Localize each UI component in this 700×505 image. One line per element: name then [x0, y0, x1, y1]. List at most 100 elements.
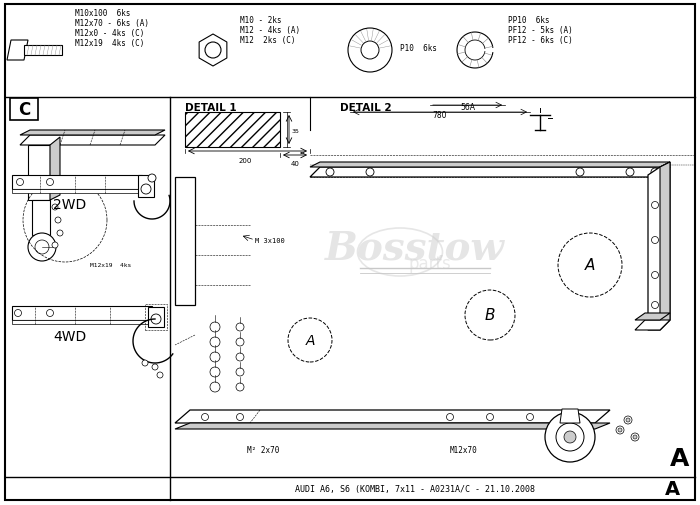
Text: M12x70 - 6ks (A): M12x70 - 6ks (A)	[75, 19, 149, 28]
Circle shape	[236, 323, 244, 331]
Circle shape	[210, 382, 220, 392]
Circle shape	[652, 272, 659, 279]
Polygon shape	[175, 410, 610, 423]
Text: M12  2ks (C): M12 2ks (C)	[240, 36, 295, 45]
Text: M12 - 4ks (A): M12 - 4ks (A)	[240, 26, 300, 35]
Text: 4WD: 4WD	[53, 329, 87, 343]
Circle shape	[141, 185, 151, 194]
Polygon shape	[635, 320, 670, 330]
Text: PF12 - 5ks (A): PF12 - 5ks (A)	[508, 26, 573, 35]
Text: M10x100  6ks: M10x100 6ks	[75, 9, 130, 18]
Bar	[12, 320, 152, 324]
Text: 56A: 56A	[461, 103, 475, 112]
Polygon shape	[20, 131, 165, 136]
Text: A: A	[305, 333, 315, 347]
Circle shape	[236, 338, 244, 346]
Circle shape	[46, 310, 53, 317]
Text: 780: 780	[433, 111, 447, 120]
Polygon shape	[310, 168, 670, 178]
Text: DETAIL 2: DETAIL 2	[340, 103, 391, 113]
Text: parts: parts	[409, 255, 452, 273]
Circle shape	[210, 337, 220, 347]
Polygon shape	[310, 163, 670, 168]
Bar	[148, 308, 164, 327]
Circle shape	[210, 352, 220, 362]
Circle shape	[526, 414, 533, 421]
Text: 35: 35	[292, 128, 300, 133]
Text: PP10  6ks: PP10 6ks	[508, 16, 550, 25]
Text: DETAIL 1: DETAIL 1	[185, 103, 237, 113]
Text: M10 - 2ks: M10 - 2ks	[240, 16, 281, 25]
Circle shape	[616, 426, 624, 434]
Circle shape	[151, 315, 161, 324]
Circle shape	[618, 428, 622, 432]
Ellipse shape	[456, 32, 494, 70]
Circle shape	[28, 233, 56, 262]
Circle shape	[210, 322, 220, 332]
Circle shape	[55, 218, 61, 224]
Polygon shape	[20, 136, 165, 146]
Circle shape	[152, 364, 158, 370]
Text: 2WD: 2WD	[53, 197, 87, 212]
Polygon shape	[28, 146, 50, 200]
Circle shape	[157, 372, 163, 378]
Polygon shape	[560, 409, 580, 423]
Text: C: C	[18, 101, 30, 119]
Circle shape	[148, 175, 156, 183]
Text: 200: 200	[238, 158, 252, 164]
Circle shape	[576, 169, 584, 177]
Text: B: B	[484, 308, 495, 323]
Text: A: A	[664, 480, 680, 498]
Circle shape	[236, 368, 244, 376]
Circle shape	[57, 231, 63, 236]
Circle shape	[236, 354, 244, 361]
Polygon shape	[175, 178, 195, 306]
Text: M12x0 - 4ks (C): M12x0 - 4ks (C)	[75, 29, 144, 38]
Text: AUDI A6, S6 (KOMBI, 7x11 - A0231A/C - 21.10.2008: AUDI A6, S6 (KOMBI, 7x11 - A0231A/C - 21…	[295, 484, 535, 493]
Circle shape	[52, 205, 58, 211]
Ellipse shape	[208, 47, 218, 55]
Circle shape	[142, 360, 148, 366]
Circle shape	[236, 383, 244, 391]
Text: M² 2x70: M² 2x70	[247, 445, 279, 454]
Polygon shape	[660, 163, 670, 330]
Polygon shape	[175, 423, 610, 429]
Bar	[145, 305, 167, 330]
Circle shape	[202, 414, 209, 421]
Polygon shape	[635, 314, 670, 320]
Bar	[12, 307, 152, 320]
Circle shape	[564, 431, 576, 443]
Text: M 3x100: M 3x100	[255, 237, 285, 243]
Circle shape	[652, 302, 659, 309]
Circle shape	[326, 169, 334, 177]
Polygon shape	[50, 138, 60, 200]
Text: M12x19  4ks: M12x19 4ks	[90, 263, 132, 268]
Circle shape	[210, 367, 220, 377]
Circle shape	[624, 416, 632, 424]
Text: A: A	[584, 258, 595, 273]
Text: M12x70: M12x70	[450, 445, 477, 454]
Circle shape	[15, 310, 22, 317]
Circle shape	[447, 414, 454, 421]
Circle shape	[52, 242, 58, 248]
Circle shape	[545, 412, 595, 462]
Polygon shape	[648, 163, 670, 330]
Bar	[138, 176, 154, 197]
Bar	[10, 99, 38, 121]
Circle shape	[556, 423, 584, 451]
Polygon shape	[7, 41, 28, 61]
Polygon shape	[199, 35, 227, 67]
Text: P10  6ks: P10 6ks	[400, 43, 437, 53]
Circle shape	[35, 240, 49, 255]
Text: 40: 40	[290, 161, 300, 167]
Circle shape	[366, 169, 374, 177]
Circle shape	[205, 43, 221, 59]
Circle shape	[652, 237, 659, 244]
Circle shape	[631, 433, 639, 441]
Text: PF12 - 6ks (C): PF12 - 6ks (C)	[508, 36, 573, 45]
Text: A: A	[671, 446, 690, 470]
Polygon shape	[32, 200, 50, 235]
Polygon shape	[24, 46, 62, 56]
Circle shape	[652, 202, 659, 209]
Circle shape	[626, 418, 630, 422]
